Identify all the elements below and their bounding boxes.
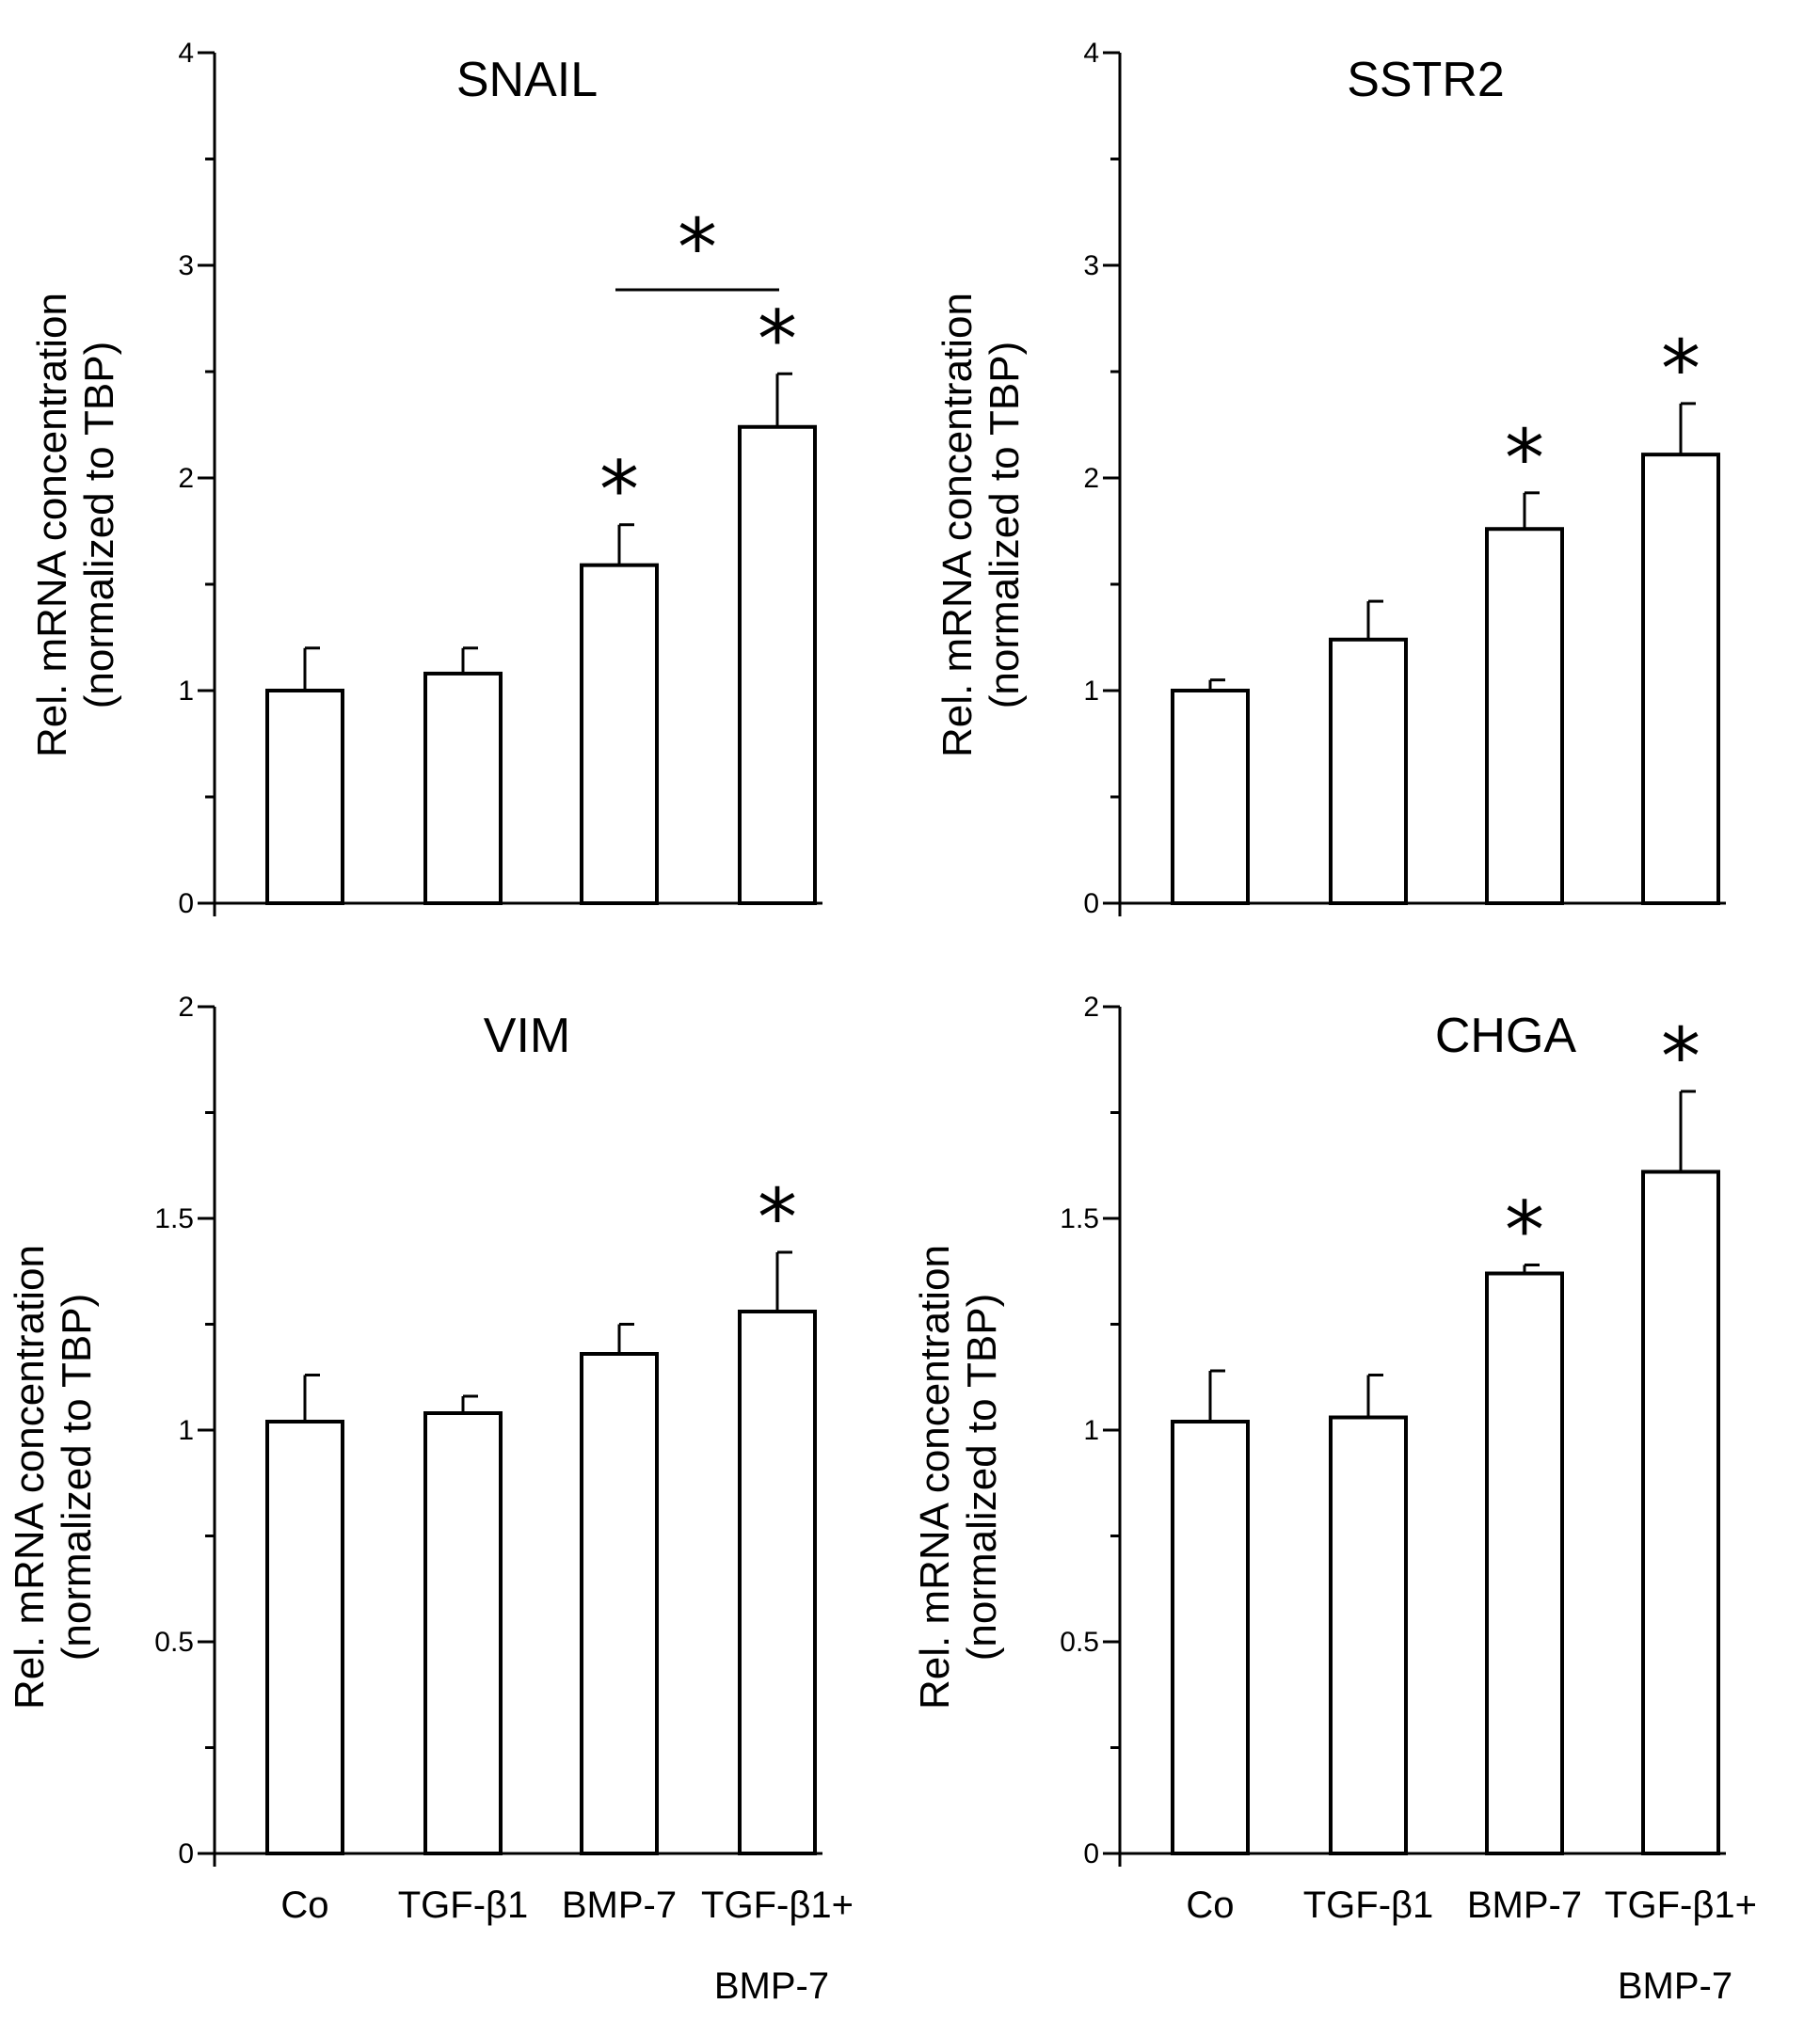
y-tick-label: 1 xyxy=(1083,676,1099,707)
bar xyxy=(580,563,659,905)
y-axis-label-line1: Rel. mRNA concentration xyxy=(934,293,981,757)
y-tick-label: 0.5 xyxy=(154,1627,194,1658)
bar xyxy=(265,689,344,905)
y-tick-label: 0 xyxy=(1083,1838,1099,1869)
bar xyxy=(1641,453,1720,905)
significance-star: * xyxy=(1505,412,1544,504)
y-tick-label: 0 xyxy=(178,888,194,919)
bar xyxy=(1485,1271,1564,1855)
y-tick-label: 2 xyxy=(1083,992,1099,1023)
significance-star: * xyxy=(758,1171,797,1264)
x-tick-label: TGF-β1+ xyxy=(701,1885,854,1926)
y-tick-label: 4 xyxy=(1083,38,1099,69)
significance-star: * xyxy=(758,293,797,385)
x-tick-label: BMP-7 xyxy=(562,1885,677,1926)
y-tick-label: 1 xyxy=(178,1415,194,1446)
bar xyxy=(738,1310,817,1855)
bar xyxy=(1171,689,1250,905)
significance-star: * xyxy=(599,444,639,536)
x-tick-label: BMP-7 xyxy=(1467,1885,1582,1926)
y-axis-label-line1: Rel. mRNA concentration xyxy=(7,1245,53,1710)
y-axis-label-line2: (normalized to TBP) xyxy=(959,1294,1005,1661)
bar xyxy=(1329,1415,1408,1855)
y-tick-label: 4 xyxy=(178,38,194,69)
bar xyxy=(1485,527,1564,905)
y-tick-label: 1.5 xyxy=(1060,1203,1099,1234)
y-tick-label: 1 xyxy=(178,676,194,707)
bar xyxy=(1171,1420,1250,1855)
y-tick-label: 2 xyxy=(178,992,194,1023)
y-tick-label: 1 xyxy=(1083,1415,1099,1446)
y-axis-label-line2: (normalized to TBP) xyxy=(982,342,1028,708)
bar xyxy=(1641,1169,1720,1855)
chart-panel-vim: 0 0.5 1 1.5 2 VIM Rel. mRNA concentration (norm… xyxy=(7,992,854,2007)
x-tick-label: TGF-β1 xyxy=(1303,1885,1434,1926)
significance-star: * xyxy=(1661,1010,1700,1103)
x-tick-label: TGF-β1 xyxy=(398,1885,529,1926)
y-tick-label: 0 xyxy=(178,1838,194,1869)
y-axis-label-line1: Rel. mRNA concentration xyxy=(29,293,75,757)
bar xyxy=(265,1420,344,1855)
bar xyxy=(1329,637,1408,905)
chart-panel-chga: 0 0.5 1 1.5 2 CHGA Rel. mRNA concentration (nor… xyxy=(912,992,1757,2007)
y-axis-label-line2: (normalized to TBP) xyxy=(54,1294,100,1661)
bracket-star: * xyxy=(678,201,717,294)
chart-title: CHGA xyxy=(1435,1009,1577,1063)
x-tick-label: BMP-7 xyxy=(1618,1965,1732,2007)
y-tick-label: 2 xyxy=(178,463,194,494)
bar xyxy=(423,671,503,905)
bar xyxy=(580,1352,659,1855)
x-tick-label: BMP-7 xyxy=(714,1965,829,2007)
significance-star: * xyxy=(1505,1185,1544,1277)
chart-title: SNAIL xyxy=(456,53,598,107)
y-tick-label: 3 xyxy=(1083,250,1099,281)
bar xyxy=(738,424,817,905)
y-tick-label: 1.5 xyxy=(154,1203,194,1234)
chart-panel-sstr2: 0 1 2 3 4 SSTR2 Rel. mRNA concentration (normal… xyxy=(934,38,1726,919)
y-axis-label-line2: (normalized to TBP) xyxy=(76,342,122,708)
chart-title: SSTR2 xyxy=(1347,53,1505,107)
y-tick-label: 2 xyxy=(1083,463,1099,494)
x-tick-label: Co xyxy=(280,1885,328,1926)
y-tick-label: 3 xyxy=(178,250,194,281)
y-tick-label: 0 xyxy=(1083,888,1099,919)
chart-panel-snail: 0 1 2 3 4 SNAIL Rel. mRNA concentration (normal… xyxy=(29,38,822,919)
significance-star: * xyxy=(1661,323,1700,415)
y-tick-label: 0.5 xyxy=(1060,1627,1099,1658)
bar xyxy=(423,1411,503,1855)
x-tick-label: Co xyxy=(1186,1885,1234,1926)
chart-title: VIM xyxy=(484,1009,570,1063)
y-axis-label-line1: Rel. mRNA concentration xyxy=(912,1245,958,1710)
x-tick-label: TGF-β1+ xyxy=(1604,1885,1757,1926)
